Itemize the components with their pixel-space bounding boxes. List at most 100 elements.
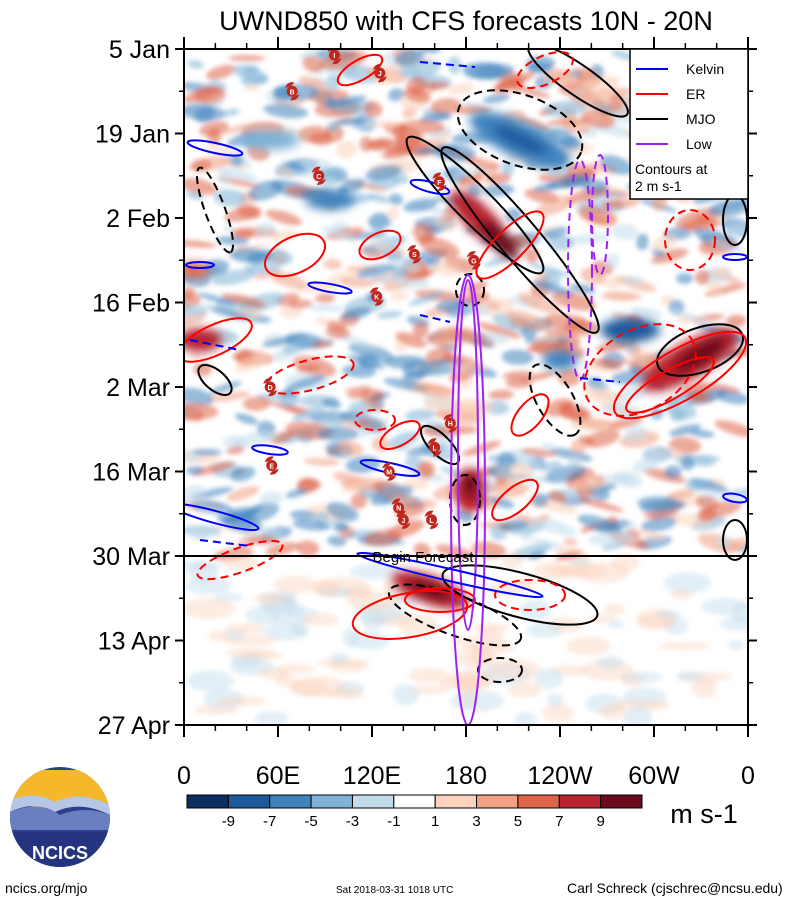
shading-cell: [196, 292, 237, 306]
chart-title: UWND850 with CFS forecasts 10N - 20N: [219, 6, 713, 36]
colorbar-box: [186, 794, 229, 809]
x-tick-label: 120W: [527, 762, 593, 790]
shading-cell: [184, 287, 196, 299]
shading-cell: [390, 291, 410, 301]
shading-cell: [695, 269, 711, 285]
storm-marker-label: J: [378, 71, 382, 78]
shading-cell: [563, 537, 578, 546]
shading-cell: [676, 272, 694, 284]
shading-cell: [388, 88, 405, 102]
shading-cell: [335, 117, 367, 126]
shading-cell: [502, 370, 533, 380]
colorbar-box: [434, 794, 478, 809]
shading-cell: [194, 106, 216, 123]
shading-cell: [435, 299, 464, 312]
shading-cell: [501, 551, 523, 570]
shading-cell: [221, 293, 267, 308]
shading-cell: [695, 496, 719, 510]
shading-cell: [666, 489, 695, 501]
shading-cell: [476, 322, 522, 339]
shading-cell: [282, 337, 315, 354]
shading-cell: [578, 419, 623, 431]
shading-cell: [669, 309, 711, 324]
storm-marker-label: I: [333, 53, 335, 60]
er-contours: [184, 53, 748, 640]
shading-cell: [728, 640, 745, 650]
legend-note-line2: 2 m s-1: [635, 178, 682, 194]
shading-cell: [240, 74, 270, 86]
shading-cell: [656, 609, 681, 619]
shading-cell: [483, 333, 510, 345]
shading-cell: [466, 184, 482, 198]
shading-cell: [265, 396, 309, 405]
legend-label-low: Low: [686, 136, 713, 152]
shading-cell: [466, 157, 496, 169]
shading-cell: [369, 356, 417, 365]
shading-cell: [624, 425, 647, 443]
shading-cell: [420, 382, 459, 394]
shading-cell: [694, 382, 741, 394]
shading-cell: [234, 354, 269, 372]
shading-cell: [717, 535, 732, 549]
shading-cell: [532, 538, 563, 549]
shading-cell: [541, 704, 575, 722]
shading-cell: [408, 291, 445, 306]
storm-marker: H: [443, 414, 458, 433]
shading-cell: [185, 465, 204, 475]
shading-cell: [395, 277, 431, 290]
shading-cell: [348, 632, 390, 650]
storm-marker-label: L: [429, 518, 434, 525]
shading-cell: [395, 331, 427, 348]
shading-cell: [658, 641, 711, 651]
shading-cell: [483, 183, 515, 197]
shading-cell: [545, 464, 587, 483]
shading-cell: [315, 91, 328, 109]
shading-cell: [296, 540, 320, 557]
shading-cell: [187, 528, 210, 541]
y-tick-label: 5 Jan: [109, 36, 170, 64]
shading-cell: [392, 684, 420, 706]
shading-cell: [403, 198, 439, 212]
shading-cell: [566, 233, 610, 245]
shading-cell: [367, 216, 393, 228]
colorbar-label: 5: [514, 813, 522, 830]
shading-feature: [492, 125, 548, 155]
shading-cell: [680, 456, 695, 471]
shading-cell: [611, 370, 652, 385]
shading-cell: [505, 310, 550, 332]
storm-marker: D: [263, 377, 278, 397]
shading-cell: [363, 529, 402, 546]
shading-cell: [518, 117, 550, 131]
mjo-contours: [197, 49, 748, 626]
storm-marker: S: [407, 245, 422, 264]
shading-cell: [406, 76, 428, 95]
shading-cell: [541, 442, 556, 451]
shading-cell: [217, 167, 259, 182]
shading-cell: [350, 563, 402, 580]
colorbar-box: [310, 794, 353, 809]
shading-feature: [480, 220, 520, 260]
kelvin-contours-negative: [189, 61, 621, 547]
shading-cell: [388, 193, 403, 206]
shading-cell: [636, 233, 649, 251]
shading-cell: [292, 406, 325, 422]
shading-cell: [593, 358, 622, 369]
shading-cell: [524, 475, 550, 484]
shading-cell: [488, 389, 514, 400]
shading-cell: [530, 517, 577, 536]
shading-cell: [534, 668, 564, 689]
shading-cell: [390, 265, 409, 278]
shading-cell: [469, 649, 498, 666]
shading-cell: [203, 145, 235, 153]
colorbar-label: -3: [346, 813, 359, 830]
shading-cell: [578, 498, 624, 512]
shading-cell: [260, 491, 284, 505]
shading-cell: [184, 403, 219, 420]
shading-cell: [232, 431, 279, 447]
storm-marker-label: D: [268, 385, 273, 392]
x-tick-label: 0: [741, 762, 755, 790]
shading-cell: [419, 237, 460, 259]
shading-cell: [386, 206, 400, 220]
y-tick-label: 13 Apr: [98, 628, 170, 656]
